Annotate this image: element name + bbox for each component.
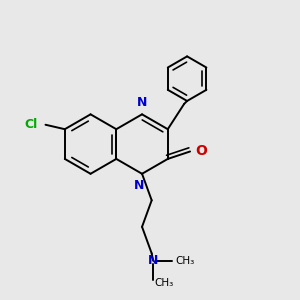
Text: Cl: Cl: [25, 118, 38, 131]
Text: N: N: [148, 254, 158, 267]
Text: N: N: [137, 96, 147, 109]
Text: CH₃: CH₃: [155, 278, 174, 288]
Text: O: O: [195, 145, 207, 158]
Text: N: N: [134, 179, 144, 192]
Text: CH₃: CH₃: [176, 256, 195, 266]
